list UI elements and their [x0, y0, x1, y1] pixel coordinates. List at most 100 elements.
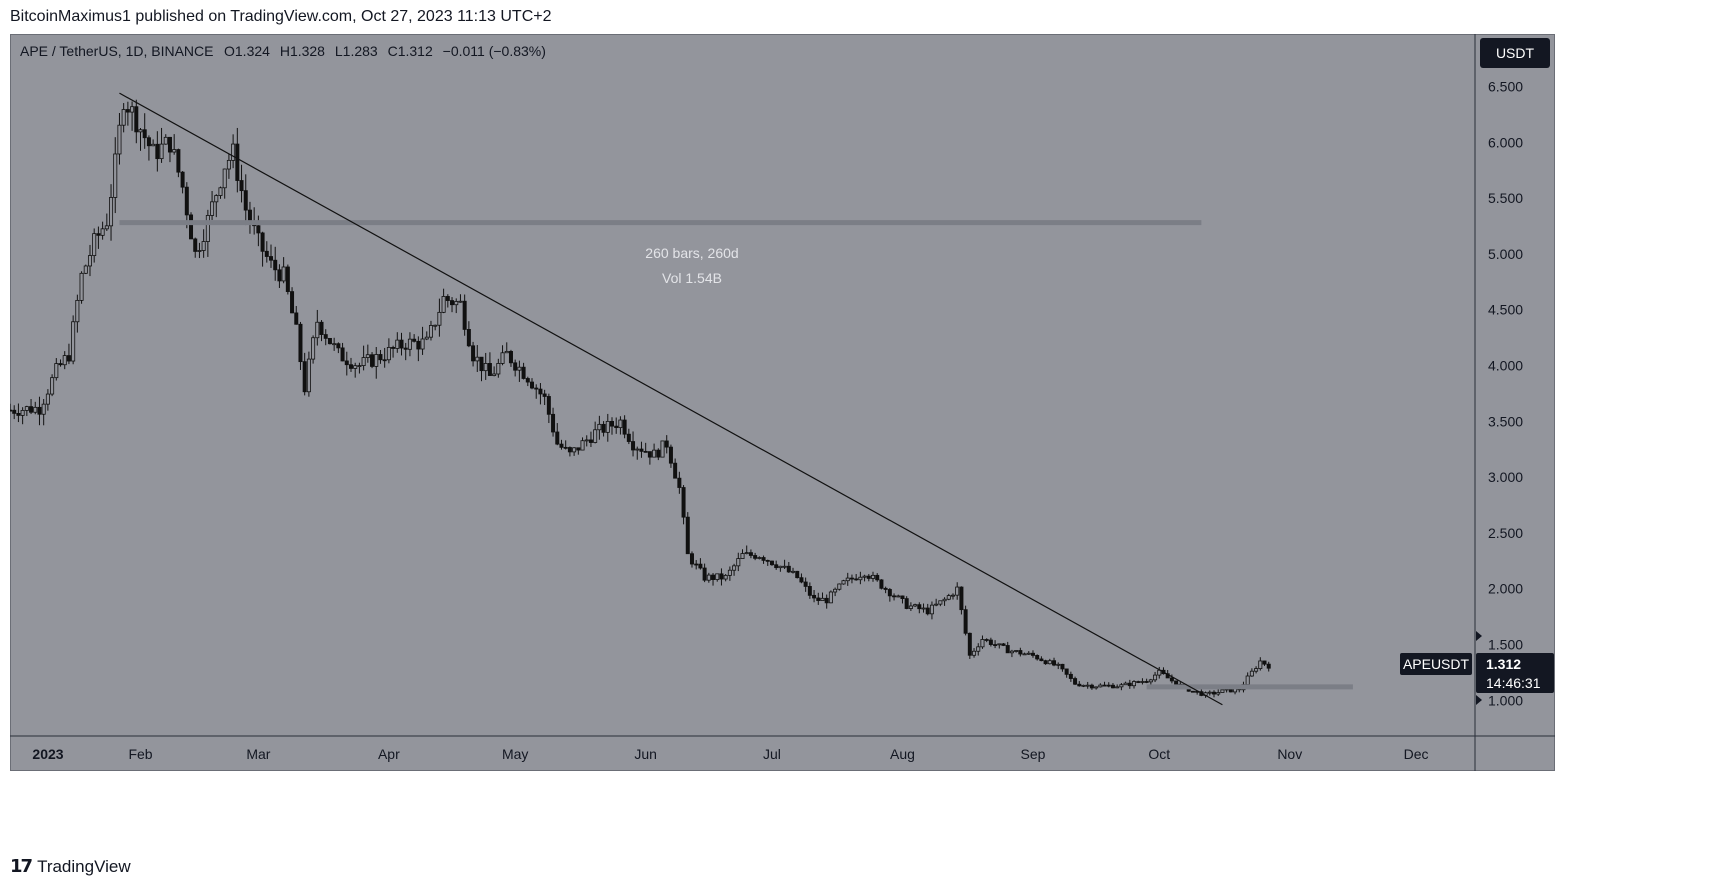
ohlc-high: H1.328	[280, 43, 325, 59]
candle	[551, 407, 556, 437]
candle-body	[601, 423, 606, 433]
candle-body	[176, 149, 181, 173]
price-axis-background[interactable]	[1475, 34, 1555, 736]
candle-body	[87, 255, 92, 267]
descending-trendline[interactable]	[119, 92, 1223, 706]
candle	[332, 337, 337, 351]
candle-body	[719, 573, 724, 580]
candle-body	[1018, 650, 1023, 655]
candle-body	[858, 576, 863, 581]
candle	[508, 349, 513, 367]
time-tick-label: 2023	[32, 746, 63, 762]
candle-body	[757, 557, 762, 559]
price-chart[interactable]: APE / TetherUS, 1D, BINANCE O1.324 H1.32…	[10, 34, 1695, 840]
candle-body	[16, 412, 21, 416]
candle	[761, 555, 766, 564]
candle	[134, 99, 139, 144]
candle	[492, 366, 497, 377]
candle-body	[159, 143, 164, 160]
candle	[681, 485, 686, 525]
candle	[66, 343, 71, 365]
candle	[791, 567, 796, 574]
candle-body	[576, 447, 581, 451]
candle	[879, 579, 884, 590]
candle-body	[593, 429, 598, 443]
candle	[908, 602, 913, 612]
candle	[12, 405, 17, 420]
candle-body	[1081, 684, 1086, 687]
candle	[866, 574, 871, 582]
candle	[130, 101, 135, 131]
candle	[399, 332, 404, 356]
currency-button[interactable]: USDT	[1480, 38, 1550, 68]
candle-body	[950, 594, 955, 597]
candle	[959, 586, 964, 615]
candle-body	[54, 363, 59, 379]
candle	[967, 632, 972, 659]
price-tick-label: 3.500	[1488, 413, 1523, 429]
candle	[845, 572, 850, 586]
candle	[1258, 657, 1263, 671]
candle-body	[1073, 678, 1078, 685]
candle	[744, 545, 749, 555]
candle-body	[551, 413, 556, 433]
candle-body	[925, 607, 930, 615]
ticker-tag-bg	[1400, 653, 1472, 675]
candle-body	[896, 595, 901, 598]
candle	[113, 137, 118, 214]
price-axis-ticks: 6.500 6.000 5.500 5.000 4.500 4.000 3.500 3.000…	[1488, 78, 1523, 708]
candle	[854, 574, 859, 581]
candle-body	[854, 578, 859, 581]
time-axis-background[interactable]	[10, 736, 1555, 771]
candle-body	[1106, 684, 1111, 687]
candle	[984, 638, 989, 643]
time-tick-label: Oct	[1148, 746, 1170, 762]
candle-body	[521, 366, 526, 379]
candle	[1052, 657, 1057, 667]
candle	[243, 174, 248, 226]
candle-body	[41, 403, 46, 415]
candle-body	[706, 574, 711, 581]
candle-body	[1089, 684, 1094, 689]
candle-body	[984, 639, 989, 641]
candle	[517, 360, 522, 382]
candle	[786, 562, 791, 573]
candle	[1266, 661, 1271, 672]
candle	[567, 446, 572, 457]
candle-body	[660, 440, 665, 458]
candle	[285, 264, 290, 295]
candle	[1262, 660, 1267, 666]
time-tick-label: Nov	[1277, 746, 1302, 762]
candle	[849, 574, 854, 584]
candle-body	[58, 363, 63, 366]
candle-body	[235, 143, 240, 181]
candle-body	[163, 136, 168, 145]
candle-body	[214, 195, 219, 203]
candle	[50, 374, 55, 397]
candle-body	[1190, 690, 1195, 693]
candle-body	[12, 409, 17, 414]
candle-body	[306, 358, 311, 393]
candle	[765, 559, 770, 566]
time-tick-label: May	[502, 746, 528, 762]
candle	[1064, 668, 1069, 678]
candle-body	[938, 600, 943, 605]
candle	[580, 437, 585, 451]
candle-body	[386, 347, 391, 361]
tradingview-logo[interactable]: 17 TradingView	[10, 856, 131, 877]
candle-body	[761, 557, 766, 561]
candle-body	[736, 558, 741, 567]
scale-arrow-lower	[1476, 695, 1482, 705]
candle-body	[407, 338, 412, 350]
candle	[664, 435, 669, 454]
candle	[1043, 659, 1048, 665]
candle	[420, 326, 425, 355]
candle	[412, 334, 417, 343]
candle-body	[370, 354, 375, 367]
candle-body	[849, 577, 854, 580]
candle	[929, 601, 934, 620]
candle-body	[125, 109, 130, 113]
candle	[584, 435, 589, 447]
candle-body	[142, 129, 147, 139]
candle-body	[492, 373, 497, 376]
